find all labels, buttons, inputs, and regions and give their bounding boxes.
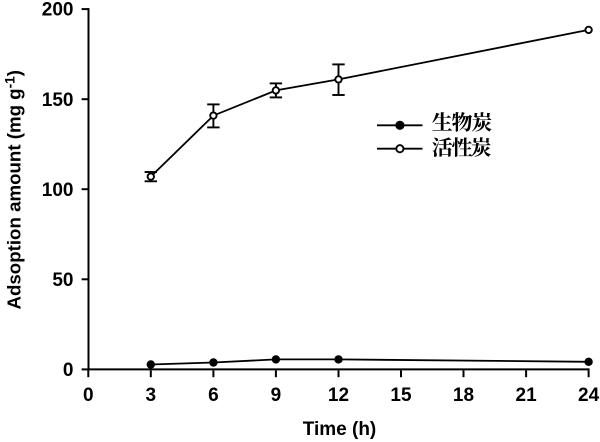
svg-text:Time (h): Time (h) [303, 419, 377, 440]
svg-text:0: 0 [83, 385, 94, 406]
svg-text:21: 21 [516, 385, 538, 406]
svg-text:100: 100 [42, 180, 74, 201]
svg-text:50: 50 [52, 270, 73, 291]
svg-text:200: 200 [42, 0, 74, 21]
svg-text:15: 15 [390, 385, 412, 406]
svg-text:Adsoption amount (mg g-1): Adsoption amount (mg g-1) [3, 70, 25, 309]
svg-text:150: 150 [42, 90, 74, 111]
svg-text:3: 3 [146, 385, 157, 406]
svg-text:6: 6 [208, 385, 219, 406]
svg-text:0: 0 [63, 360, 74, 381]
svg-text:24: 24 [578, 385, 600, 406]
svg-text:9: 9 [271, 385, 282, 406]
svg-text:12: 12 [328, 385, 349, 406]
svg-text:18: 18 [453, 385, 474, 406]
